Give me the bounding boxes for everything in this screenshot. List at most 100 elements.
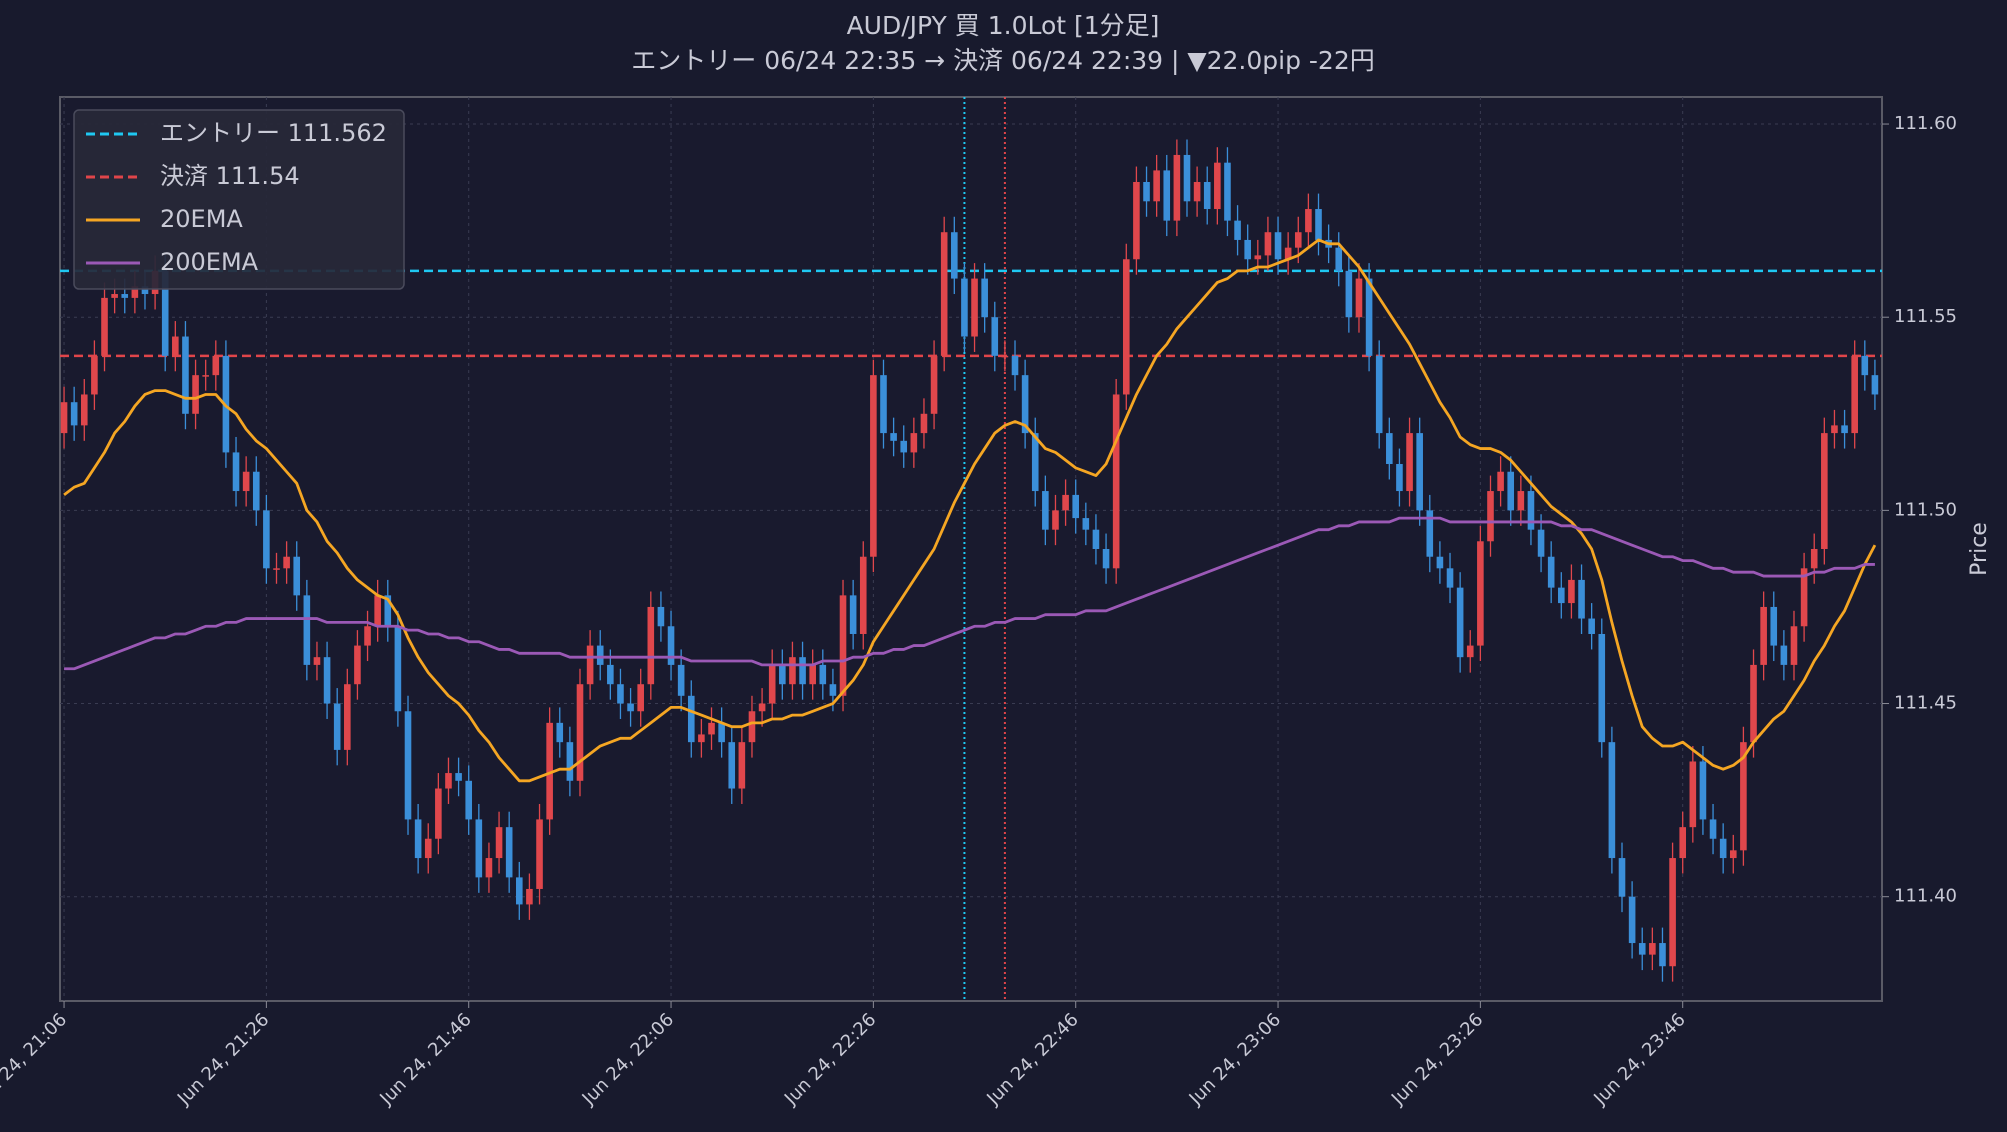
candle-body [1608, 742, 1616, 859]
candle-body [859, 556, 867, 634]
candle-body [70, 402, 78, 426]
candle-body [839, 595, 847, 696]
candle-body [1800, 568, 1808, 627]
candle-body [1153, 170, 1160, 202]
candle-body [1133, 181, 1140, 260]
candle-body [1365, 278, 1373, 356]
candle-body [1790, 626, 1798, 665]
candle-body [455, 773, 462, 781]
candle-body [1416, 433, 1423, 511]
candle-body [738, 742, 746, 789]
candle-body [1062, 494, 1069, 511]
candle-body [1466, 645, 1474, 658]
candle-body [111, 294, 118, 298]
candle-body [424, 838, 432, 859]
candle-body [384, 595, 392, 627]
candle-body [586, 645, 594, 685]
candle-body [182, 336, 189, 414]
candle-body [1527, 491, 1535, 530]
legend-label: 20EMA [160, 205, 243, 233]
candle-body [637, 684, 644, 712]
candle-body [677, 664, 685, 696]
candle-body [121, 294, 129, 298]
candle-body [910, 433, 918, 453]
candle-body [1861, 355, 1869, 376]
candle-body [819, 664, 827, 685]
candle-body [232, 452, 240, 492]
candle-body [1386, 433, 1393, 465]
candle-body [344, 684, 351, 750]
candle-body [1122, 259, 1130, 395]
candle-body [536, 819, 543, 889]
y-tick-label: 111.50 [1894, 499, 1957, 520]
legend-label: 決済 111.54 [160, 162, 300, 190]
candle-body [1396, 464, 1403, 492]
candle-body [1234, 220, 1241, 240]
legend-label: 200EMA [160, 248, 259, 276]
candle-body [1183, 154, 1191, 202]
lines [60, 97, 1882, 1001]
candle-body [627, 703, 634, 712]
candle-body [505, 827, 513, 878]
candle-body [1214, 162, 1221, 210]
candle-body [768, 664, 776, 704]
candle-body [667, 626, 675, 665]
candle-body [1558, 587, 1565, 604]
candle-body [900, 440, 908, 453]
candle-body [1831, 425, 1838, 434]
candle-body [1588, 618, 1595, 634]
candle-body [1729, 850, 1737, 859]
y-tick-label: 111.40 [1894, 886, 1957, 907]
candle-body [940, 232, 948, 356]
candle-body [880, 375, 887, 434]
y-tick-label: 111.45 [1894, 693, 1957, 714]
candle-body [930, 355, 938, 414]
candle-body [708, 722, 715, 735]
legend-label: エントリー 111.562 [160, 119, 387, 147]
candle-body [799, 657, 806, 685]
candle-body [1487, 491, 1494, 542]
ema-line [63, 238, 1877, 783]
legend-box [73, 109, 405, 290]
candle-body [1669, 858, 1676, 967]
candle-body [1750, 664, 1757, 743]
candle-body [131, 286, 139, 298]
candle-body [1770, 606, 1778, 646]
candle-body [515, 877, 523, 905]
candle-body [303, 595, 311, 665]
candle-body [212, 355, 220, 376]
candle-body [1112, 394, 1120, 569]
candle-body [1072, 494, 1080, 519]
candle-body [1426, 510, 1434, 557]
candle-body [263, 510, 270, 569]
candle-body [566, 742, 574, 781]
candle-body [1568, 579, 1575, 604]
candle-body [546, 722, 553, 820]
candle-body [1193, 181, 1201, 202]
candle-body [1841, 425, 1848, 434]
candle-body [576, 684, 584, 781]
candle-body [465, 780, 473, 820]
y-tick-label: 111.60 [1894, 113, 1957, 134]
candle-body [293, 556, 301, 596]
candle-body [1780, 645, 1788, 665]
candle-body [1082, 518, 1090, 530]
candle-body [1871, 375, 1879, 395]
candle-body [981, 278, 988, 318]
candle-body [607, 664, 614, 685]
candle-body [1375, 355, 1383, 434]
candle-body [698, 734, 705, 743]
candle-body [1264, 232, 1272, 256]
candle-body [1254, 255, 1262, 260]
candle-body [1244, 239, 1251, 260]
candle-body [1021, 375, 1029, 434]
candle-body [961, 278, 968, 337]
candle-body [414, 819, 422, 859]
candles [60, 139, 1879, 982]
candle-body [789, 657, 796, 685]
candle-body [354, 645, 361, 685]
y-axis-label: Price [1967, 522, 1992, 576]
candle-body [333, 703, 341, 750]
